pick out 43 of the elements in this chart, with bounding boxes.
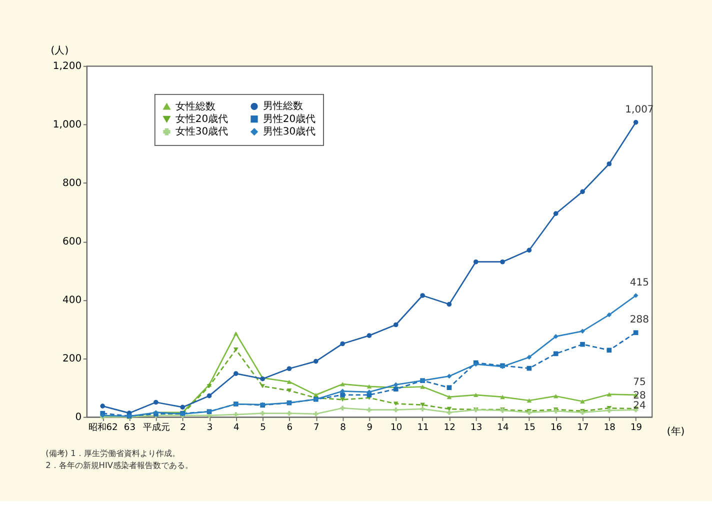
x-tick-label: 4: [233, 423, 240, 434]
data-label: 415: [630, 277, 650, 288]
y-tick-label: 1,200: [52, 61, 82, 72]
x-tick-label: 7: [313, 423, 320, 434]
y-tick-label: 0: [75, 412, 82, 424]
x-tick-label: 平成元: [142, 422, 170, 434]
legend-label: 男性総数: [262, 100, 303, 112]
x-tick-label: 3: [206, 423, 213, 434]
data-label: 28: [633, 390, 646, 402]
x-tick-label: 12: [444, 423, 456, 434]
y-tick-label: 400: [62, 295, 82, 306]
text: (備考) 1．厚生労働省資料より作成。: [46, 448, 180, 458]
x-tick-label: 9: [366, 423, 373, 434]
x-tick-label: 63: [124, 423, 136, 434]
x-tick-label: 14: [497, 423, 509, 434]
text: 2．各年の新規HIV感染者報告数である。: [46, 460, 193, 470]
y-tick-label: 600: [62, 236, 82, 248]
x-tick-label: 15: [524, 423, 536, 434]
legend-label: 男性20歳代: [262, 112, 316, 125]
data-label: 75: [633, 376, 646, 388]
data-label: 288: [630, 314, 650, 326]
y-tick-label: 800: [62, 178, 82, 190]
x-tick-label: 昭和62: [88, 422, 118, 434]
x-tick-label: 11: [417, 423, 429, 434]
legend-label: 女性20歳代: [175, 112, 228, 125]
x-tick-label: 2: [180, 423, 186, 434]
x-tick-label: 16: [550, 423, 562, 434]
x-tick-label: 5: [260, 423, 266, 434]
y-axis-title: (人): [50, 46, 69, 57]
y-tick-label: 200: [62, 354, 82, 365]
legend-label: 女性30歳代: [175, 126, 228, 138]
y-tick-label: 1,000: [52, 120, 82, 131]
x-tick-label: 18: [604, 423, 616, 434]
legend-label: 男性30歳代: [262, 126, 316, 138]
x-tick-label: 17: [577, 423, 589, 434]
x-axis-title: (年): [666, 426, 685, 438]
x-tick-label: 6: [286, 423, 293, 434]
x-tick-label: 19: [630, 423, 642, 434]
x-tick-label: 8: [340, 423, 346, 434]
data-label: 24: [633, 400, 646, 412]
x-tick-label: 13: [470, 423, 482, 434]
x-tick-label: 10: [390, 423, 402, 434]
legend-label: 女性総数: [175, 100, 216, 112]
